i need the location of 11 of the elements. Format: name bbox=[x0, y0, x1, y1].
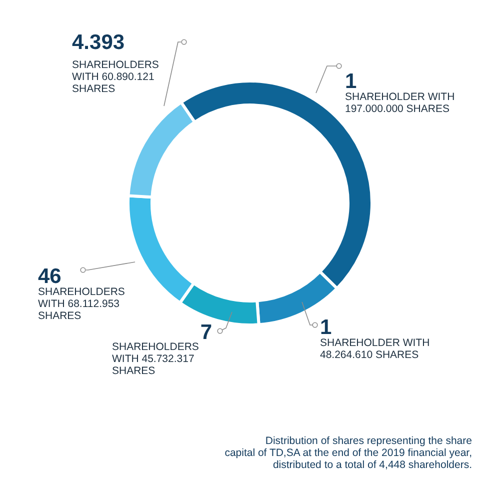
slice-label: SHAREHOLDERS WITH 68.112.953 SHARES bbox=[38, 286, 125, 322]
text: Distribution of shares representing the share capital of TD,SA at the end of the 2019 financial year, distributed to a total of 4,448 shareholders. bbox=[224, 435, 472, 471]
slice-label: SHAREHOLDERS WITH 45.732.317 SHARES bbox=[112, 341, 199, 377]
text: 1 bbox=[320, 316, 332, 339]
text: 7 bbox=[200, 321, 212, 344]
slice-label: SHAREHOLDER WITH 48.264.610 SHARES bbox=[320, 337, 430, 361]
text: 46 bbox=[38, 265, 62, 288]
text: 1 bbox=[345, 70, 357, 93]
slice-label: SHAREHOLDER WITH 197.000.000 SHARES bbox=[345, 91, 455, 115]
text: 4.393 bbox=[72, 31, 125, 54]
slice-label: SHAREHOLDERS WITH 60.890.121 SHARES bbox=[72, 59, 159, 95]
